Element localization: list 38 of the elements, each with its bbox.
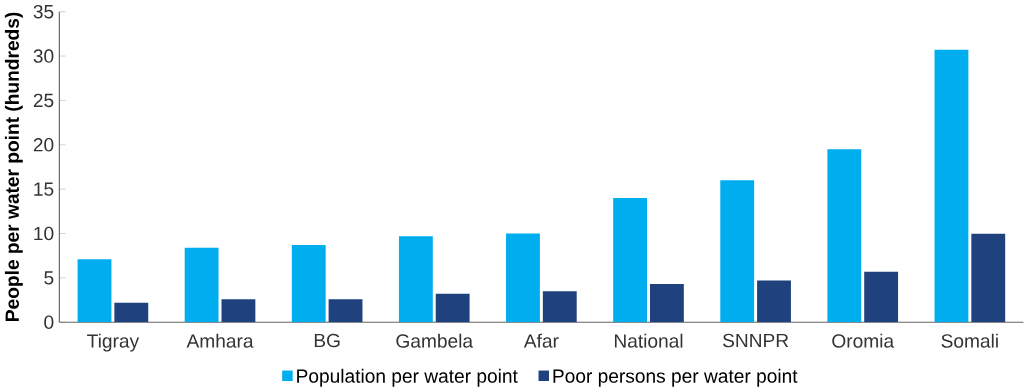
bar [398,236,433,323]
x-tick-label: National [614,333,683,348]
y-tick-label: 20 [33,138,54,152]
y-tick-label: 10 [34,226,54,241]
bar [934,49,969,323]
bar [649,284,684,323]
bar [613,198,648,323]
bar [77,259,112,323]
x-tick-label: Afar [523,333,559,348]
y-axis-title: People per water point (hundreds) [4,12,23,322]
x-tick-label: Oromia [832,333,895,348]
bar [720,180,755,323]
bar [864,271,899,323]
bar [757,280,791,323]
legend-label: Poor persons per water point [553,368,798,387]
bar [542,291,577,323]
y-tick-label: 25 [33,93,54,108]
y-tick-label: 0 [44,315,54,330]
x-tick-label: Amhara [186,333,254,348]
y-tick-label: 35 [33,5,54,19]
bar [506,233,540,323]
x-tick-label: BG [314,333,340,348]
bar [827,149,862,323]
bar [221,299,256,323]
bar [435,293,470,323]
x-tick-label: Gambela [396,333,474,348]
y-tick-label: 5 [44,271,54,285]
y-tick-label: 30 [33,49,54,63]
bar [291,245,326,323]
legend-label: Population per water point [297,368,518,387]
bar [328,299,363,323]
y-tick-label: 15 [34,182,54,196]
bar [114,302,149,323]
x-tick-label: Tigray [87,333,140,352]
x-tick-label: SNNPR [723,333,789,348]
x-tick-label: Somali [941,333,998,348]
bar [971,233,1006,323]
bar [184,247,219,323]
